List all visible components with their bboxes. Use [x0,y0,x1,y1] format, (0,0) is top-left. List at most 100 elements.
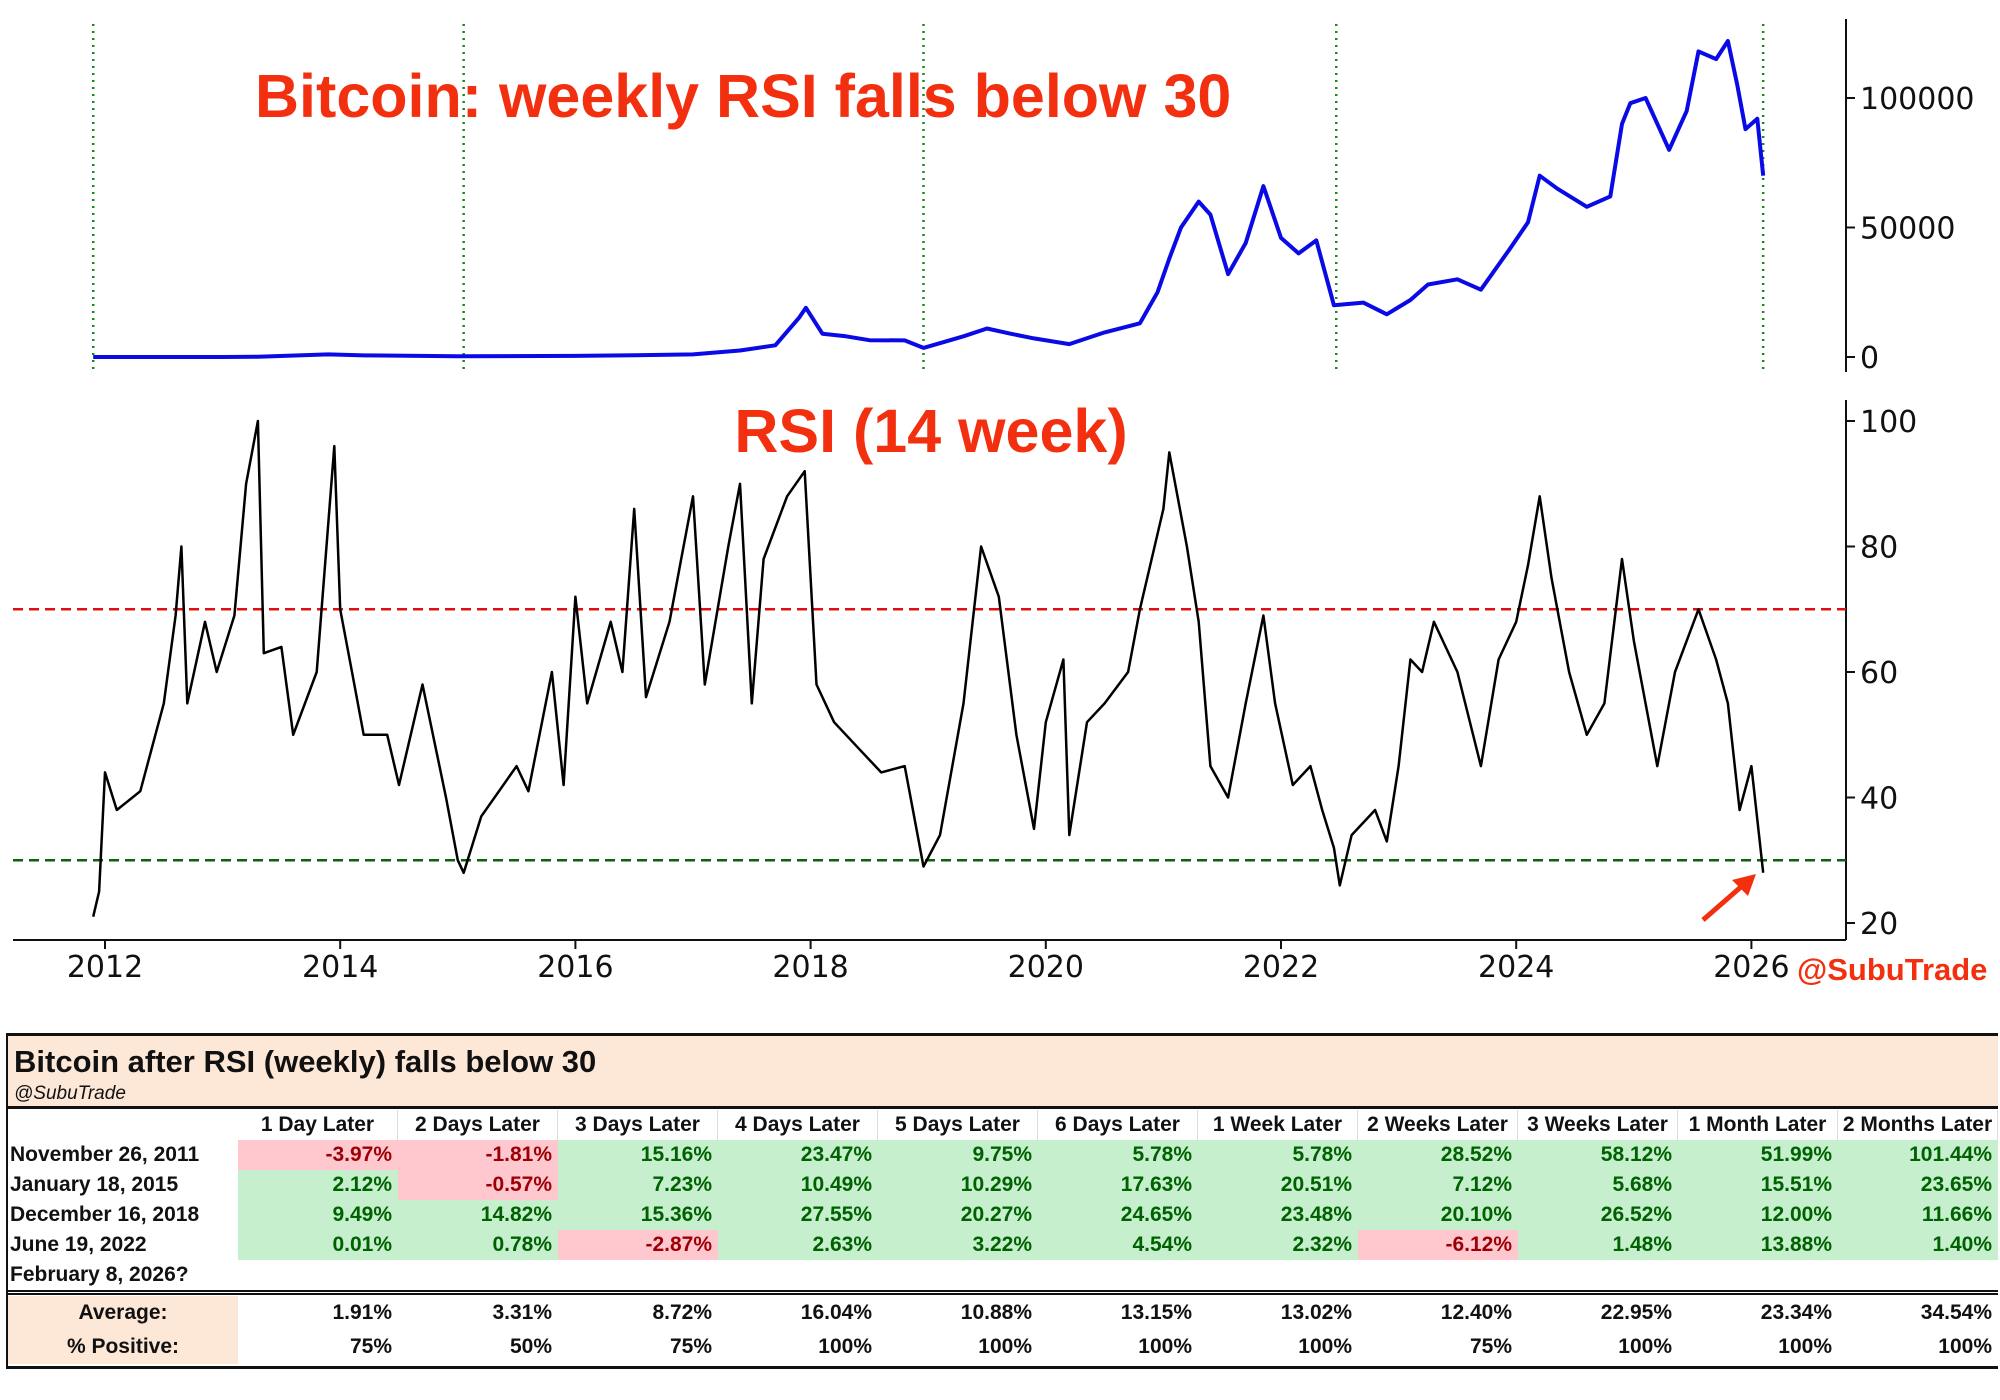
return-cell: -3.97% [238,1140,398,1170]
return-cell: 0.01% [238,1230,398,1260]
bitcoin-rsi-chart: 0 50000 100000 20 40 60 80 100 2012 2014 2016 2018… [13,19,1987,987]
x-tick-label: 2024 [1478,950,1554,985]
price-panel: 0 50000 100000 [91,19,1975,376]
column-header: 6 Days Later [1038,1110,1198,1140]
price-chart-title: Bitcoin: weekly RSI falls below 30 [255,62,1231,130]
return-cell: 11.66% [1838,1200,1998,1230]
average-cell: 13.02% [1280,1301,1352,1324]
return-cell: 26.52% [1518,1200,1678,1230]
average-cell: 8.72% [652,1301,712,1324]
y-tick-label: 100000 [1860,82,1975,117]
return-cell: 24.65% [1038,1200,1198,1230]
return-cell: 4.54% [1038,1230,1198,1260]
return-cell: 9.75% [878,1140,1038,1170]
series-line [91,419,1765,917]
percent-positive-cell: 100% [1138,1335,1192,1358]
y-tick-label: 20 [1860,907,1898,942]
column-header: 3 Weeks Later [1518,1110,1678,1140]
return-cell: 13.88% [1678,1230,1838,1260]
x-tick-label: 2012 [67,950,143,985]
row-date-label: January 18, 2015 [10,1173,179,1196]
column-header: 1 Month Later [1678,1110,1838,1140]
x-tick-label: 2020 [1008,950,1084,985]
table-title: Bitcoin after RSI (weekly) falls below 3… [14,1044,597,1079]
return-cell: 9.49% [238,1200,398,1230]
percent-positive-cell: 100% [978,1335,1032,1358]
table-title-band: Bitcoin after RSI (weekly) falls below 3… [8,1036,1998,1109]
average-cell: 1.91% [332,1301,392,1324]
average-cell: 23.34% [1760,1301,1832,1324]
return-cell: 23.47% [718,1140,878,1170]
return-cell: 0.78% [398,1230,558,1260]
rsi-panel: 20 40 60 80 100 2012 2014 2016 2018 2020 2022 2024 2… [13,400,1917,985]
average-cell: 3.31% [492,1301,552,1324]
column-header: 3 Days Later [558,1110,718,1140]
results-table: Bitcoin after RSI (weekly) falls below 3… [6,1033,1998,1369]
column-header: 1 Week Later [1198,1110,1358,1140]
average-label: Average: [8,1296,238,1330]
return-cell: 10.29% [878,1170,1038,1200]
y-tick-label: 60 [1860,656,1898,691]
percent-positive-cell: 100% [818,1335,872,1358]
return-cell: 10.49% [718,1170,878,1200]
return-cell: 7.12% [1358,1170,1518,1200]
return-cell: 20.27% [878,1200,1038,1230]
return-cell: -0.57% [398,1170,558,1200]
column-header: 2 Days Later [398,1110,558,1140]
return-cell: -2.87% [558,1230,718,1260]
return-cell: 14.82% [398,1200,558,1230]
rsi-chart-title: RSI (14 week) [734,397,1127,465]
return-cell: 5.78% [1198,1140,1358,1170]
return-cell: -6.12% [1358,1230,1518,1260]
average-cell: 16.04% [800,1301,872,1324]
y-tick-label: 40 [1860,782,1898,817]
row-date-label: December 16, 2018 [10,1203,200,1226]
column-header: 2 Weeks Later [1358,1110,1518,1140]
percent-positive-cell: 75% [349,1335,392,1358]
return-cell: 15.51% [1678,1170,1838,1200]
percent-positive-label: % Positive: [8,1330,238,1364]
return-cell: 51.99% [1678,1140,1838,1170]
y-tick-label: 50000 [1860,212,1955,247]
row-date-label: November 26, 2011 [10,1143,200,1166]
return-cell: 23.48% [1198,1200,1358,1230]
x-tick-label: 2026 [1713,950,1789,985]
average-cell: 10.88% [960,1301,1032,1324]
return-cell: 2.32% [1198,1230,1358,1260]
x-tick-label: 2014 [302,950,378,985]
return-cell: 27.55% [718,1200,878,1230]
y-tick-label: 0 [1860,341,1879,376]
return-cell: 5.68% [1518,1170,1678,1200]
percent-positive-cell: 75% [669,1335,712,1358]
percent-positive-cell: 100% [1298,1335,1352,1358]
return-cell: 2.63% [718,1230,878,1260]
return-cell: 58.12% [1518,1140,1678,1170]
y-tick-label: 100 [1860,405,1917,440]
return-cell: 3.22% [878,1230,1038,1260]
percent-positive-cell: 100% [1938,1335,1992,1358]
return-cell: -1.81% [398,1140,558,1170]
column-header: 1 Day Later [238,1110,398,1140]
average-cell: 12.40% [1440,1301,1512,1324]
return-cell: 15.16% [558,1140,718,1170]
return-cell: 101.44% [1838,1140,1998,1170]
return-cell: 20.10% [1358,1200,1518,1230]
return-cell: 2.12% [238,1170,398,1200]
percent-positive-cell: 50% [509,1335,552,1358]
return-cell: 28.52% [1358,1140,1518,1170]
column-header: 5 Days Later [878,1110,1038,1140]
return-cell: 1.40% [1838,1230,1998,1260]
return-cell: 17.63% [1038,1170,1198,1200]
row-date-label: June 19, 2022 [10,1233,147,1256]
percent-positive-cell: 75% [1469,1335,1512,1358]
return-cell: 15.36% [558,1200,718,1230]
return-cell: 5.78% [1038,1140,1198,1170]
average-cell: 34.54% [1920,1301,1992,1324]
average-cell: 22.95% [1600,1301,1672,1324]
percent-positive-cell: 100% [1618,1335,1672,1358]
return-cell: 23.65% [1838,1170,1998,1200]
column-header: 4 Days Later [718,1110,878,1140]
return-cell: 20.51% [1198,1170,1358,1200]
y-tick-label: 80 [1860,531,1898,566]
x-tick-label: 2018 [772,950,848,985]
